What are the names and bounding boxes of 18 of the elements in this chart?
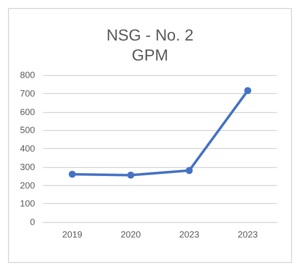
point xyxy=(186,167,193,174)
y-tick-label: 200 xyxy=(20,180,35,190)
y-tick-label: 0 xyxy=(30,217,35,227)
x-tick-label: 2023 xyxy=(179,230,200,240)
y-tick-label: 500 xyxy=(20,125,35,136)
chart-title: NSG - No. 2 GPM xyxy=(106,28,194,64)
point xyxy=(127,172,134,179)
y-tick-label: 100 xyxy=(20,198,35,209)
y-tick-label: 700 xyxy=(20,88,35,98)
y-tick-label: 600 xyxy=(20,106,35,117)
x-tick-label: 2019 xyxy=(62,230,82,240)
point xyxy=(68,170,76,178)
y-tick-label: 300 xyxy=(20,162,35,172)
x-tick-label: 2023 xyxy=(238,230,258,240)
point xyxy=(244,87,252,94)
y-tick-label: 400 xyxy=(20,144,35,154)
x-tick-label: 2020 xyxy=(120,230,141,240)
y-tick-label: 800 xyxy=(20,70,35,80)
